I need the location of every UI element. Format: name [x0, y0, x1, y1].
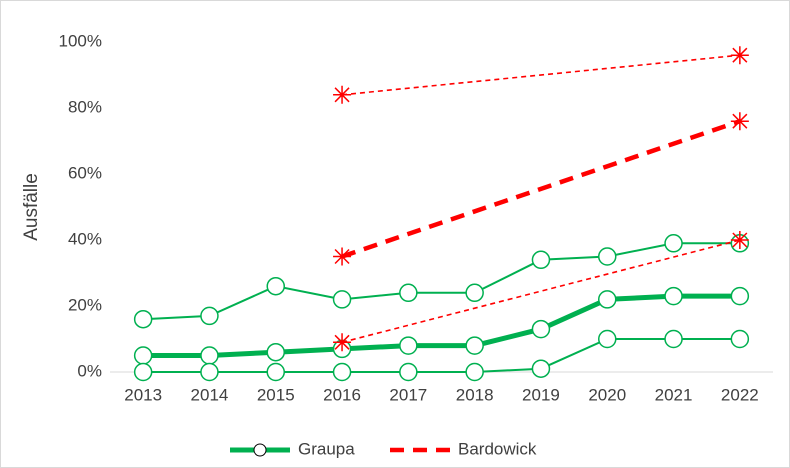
x-tick-label: 2015 — [257, 385, 295, 404]
point — [664, 329, 683, 349]
y-tick-label: 20% — [68, 295, 102, 314]
legend-label: Graupa — [298, 439, 355, 458]
point — [333, 333, 352, 352]
point — [133, 309, 153, 329]
point — [730, 112, 749, 131]
point — [332, 362, 352, 382]
point — [333, 85, 352, 104]
point — [200, 346, 219, 365]
y-tick-label: 0% — [77, 361, 102, 380]
point — [133, 362, 153, 382]
point — [200, 362, 219, 382]
point — [333, 247, 352, 266]
point — [531, 319, 551, 339]
series-line — [143, 242, 740, 321]
point — [465, 362, 484, 382]
legend-label: Bardowick — [458, 439, 537, 458]
series-line — [341, 239, 741, 344]
point — [266, 276, 285, 296]
point — [399, 283, 418, 303]
series-line — [143, 338, 740, 373]
point — [730, 231, 749, 249]
y-tick-label: 100% — [59, 31, 102, 50]
point — [730, 46, 749, 65]
point — [200, 306, 219, 326]
point — [465, 336, 484, 355]
x-tick-label: 2022 — [721, 385, 759, 404]
point — [730, 329, 750, 349]
x-tick-label: 2019 — [522, 385, 560, 404]
x-tick-label: 2013 — [124, 385, 162, 404]
point — [598, 329, 617, 349]
point — [664, 234, 683, 253]
point — [598, 247, 617, 266]
x-tick-label: 2021 — [655, 385, 693, 404]
y-tick-label: 60% — [68, 163, 102, 182]
series-line — [341, 54, 740, 96]
y-axis-label: Ausfälle — [21, 173, 42, 241]
x-tick-label: 2018 — [456, 385, 494, 404]
y-tick-label: 80% — [68, 97, 102, 116]
x-tick-label: 2016 — [323, 385, 361, 404]
point — [399, 362, 418, 382]
point — [133, 346, 153, 365]
point — [399, 336, 418, 355]
point — [664, 286, 683, 306]
x-tick-label: 2017 — [389, 385, 427, 404]
point — [266, 342, 285, 362]
legend-marker — [253, 443, 267, 457]
y-tick-label: 40% — [68, 229, 102, 248]
series-line — [341, 119, 741, 259]
point — [730, 286, 750, 306]
x-tick-label: 2014 — [191, 385, 229, 404]
x-tick-label: 2020 — [588, 385, 626, 404]
point — [332, 290, 352, 309]
point — [266, 362, 285, 382]
point — [465, 283, 484, 303]
point — [531, 359, 551, 378]
point — [598, 290, 617, 309]
point — [531, 250, 551, 270]
series-line — [143, 293, 740, 358]
